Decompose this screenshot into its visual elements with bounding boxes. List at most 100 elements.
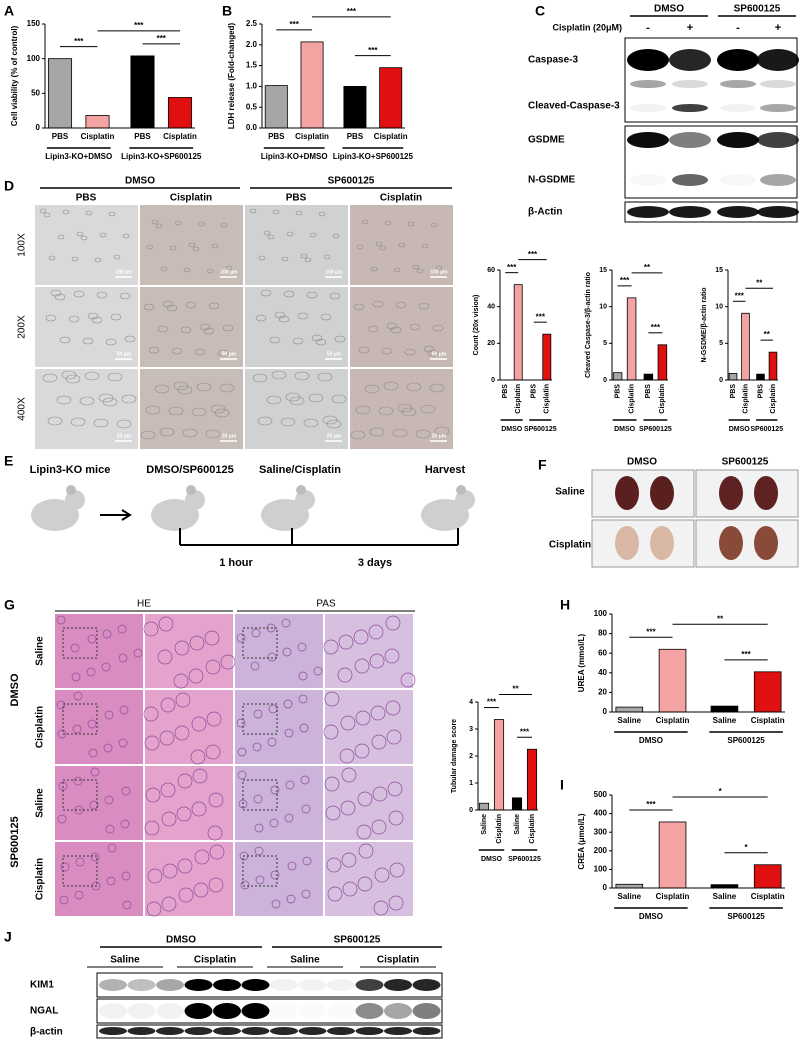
y-tick-label: 10: [715, 304, 723, 311]
cell: [281, 256, 289, 262]
cell: [409, 323, 421, 331]
group-label: DMSO: [125, 176, 155, 187]
blot-band: [99, 1027, 127, 1035]
tubule: [118, 653, 128, 663]
tubule: [206, 711, 222, 727]
cell: [151, 219, 159, 225]
tubule: [323, 724, 339, 740]
tubule: [102, 629, 112, 639]
mouse-label: Lipin3-KO mice: [30, 464, 111, 476]
cell: [166, 304, 178, 312]
tubule: [104, 710, 114, 720]
cell: [309, 232, 317, 238]
tubule: [56, 615, 66, 625]
tubule: [282, 647, 292, 657]
bar: [657, 344, 668, 381]
scale-bar-label: 50 μm: [432, 351, 447, 357]
cell: [65, 374, 81, 384]
x-tick-label: Cisplatin: [515, 384, 522, 414]
x-tick-label: Cisplatin: [656, 716, 690, 725]
row-label: Saline: [555, 487, 585, 498]
cell: [418, 302, 430, 310]
blot-band: [672, 80, 708, 88]
cell: [155, 223, 163, 229]
group-label: DMSO: [501, 426, 523, 433]
blot-band: [299, 1003, 327, 1019]
x-tick-label: Saline: [514, 814, 521, 835]
blot-band: [327, 1003, 355, 1019]
cell: [379, 245, 387, 251]
tubule: [174, 725, 190, 741]
tubule: [324, 776, 340, 792]
bar: [85, 115, 110, 129]
group-label: DMSO: [166, 935, 196, 946]
x-tick-label: PBS: [134, 132, 151, 141]
tubule: [162, 863, 178, 879]
y-tick-label: 0: [719, 377, 723, 384]
cell: [157, 325, 169, 333]
cell: [432, 324, 444, 332]
tubule: [370, 705, 386, 721]
band-label: N-GSDME: [528, 175, 576, 186]
x-tick-label: Cisplatin: [163, 132, 197, 141]
tubule: [237, 770, 247, 780]
photo: [591, 519, 695, 568]
blot-band: [270, 1003, 298, 1019]
blot-band: [241, 1027, 270, 1035]
bar: [756, 373, 765, 381]
inset-box: [242, 855, 278, 887]
band-label: Cleaved-Caspase-3: [528, 101, 620, 112]
inset-box: [242, 627, 278, 659]
cell: [332, 233, 340, 239]
significance-label: ***: [646, 627, 656, 636]
tubule: [327, 886, 343, 902]
blot-band: [270, 1027, 298, 1035]
histology: [235, 614, 323, 688]
tubule: [354, 658, 370, 674]
band-label: β-Actin: [528, 207, 562, 218]
cell: [381, 347, 393, 355]
significance-label: ***: [735, 291, 745, 300]
cell: [122, 233, 130, 239]
tubule: [251, 628, 261, 638]
scale-bar-label: 20 μm: [432, 433, 447, 439]
x-tick-label: Cisplatin: [295, 132, 329, 141]
y-tick-label: 0: [36, 123, 41, 132]
bar: [478, 802, 490, 811]
step-label: Saline/Cisplatin: [259, 464, 341, 476]
tubule: [145, 787, 161, 803]
cell: [169, 245, 177, 251]
scale-bar-label: 20 μm: [222, 433, 237, 439]
scale-bar-label: 50 μm: [222, 351, 237, 357]
cell: [203, 327, 215, 335]
cell: [107, 372, 123, 382]
x-tick-label: PBS: [614, 384, 621, 399]
scale-bar-label: 20 μm: [327, 433, 342, 439]
histology: [325, 766, 413, 840]
blot-band: [184, 1027, 213, 1035]
cell: [171, 347, 183, 355]
inset-box: [62, 779, 98, 811]
cell: [286, 231, 294, 237]
group-label: Lipin3-KO+SP600125: [333, 152, 414, 161]
group-label: SP600125: [328, 176, 375, 187]
tubule: [178, 887, 194, 903]
cell: [364, 384, 380, 394]
histology: [55, 842, 143, 916]
significance-label: **: [644, 263, 651, 272]
tubule: [313, 666, 323, 676]
blot-band: [127, 1027, 156, 1035]
cell: [143, 303, 155, 311]
row-label: Saline: [35, 788, 46, 818]
cell: [280, 417, 296, 427]
y-tick-label: 1: [469, 780, 473, 787]
cell: [311, 334, 323, 342]
blot-band: [127, 979, 156, 991]
tubule: [117, 624, 127, 634]
cell: [113, 254, 121, 260]
cell: [199, 323, 211, 331]
cell: [398, 242, 406, 248]
tubule: [188, 668, 204, 684]
y-axis-label: LDH release (Fold-changed): [227, 23, 236, 130]
